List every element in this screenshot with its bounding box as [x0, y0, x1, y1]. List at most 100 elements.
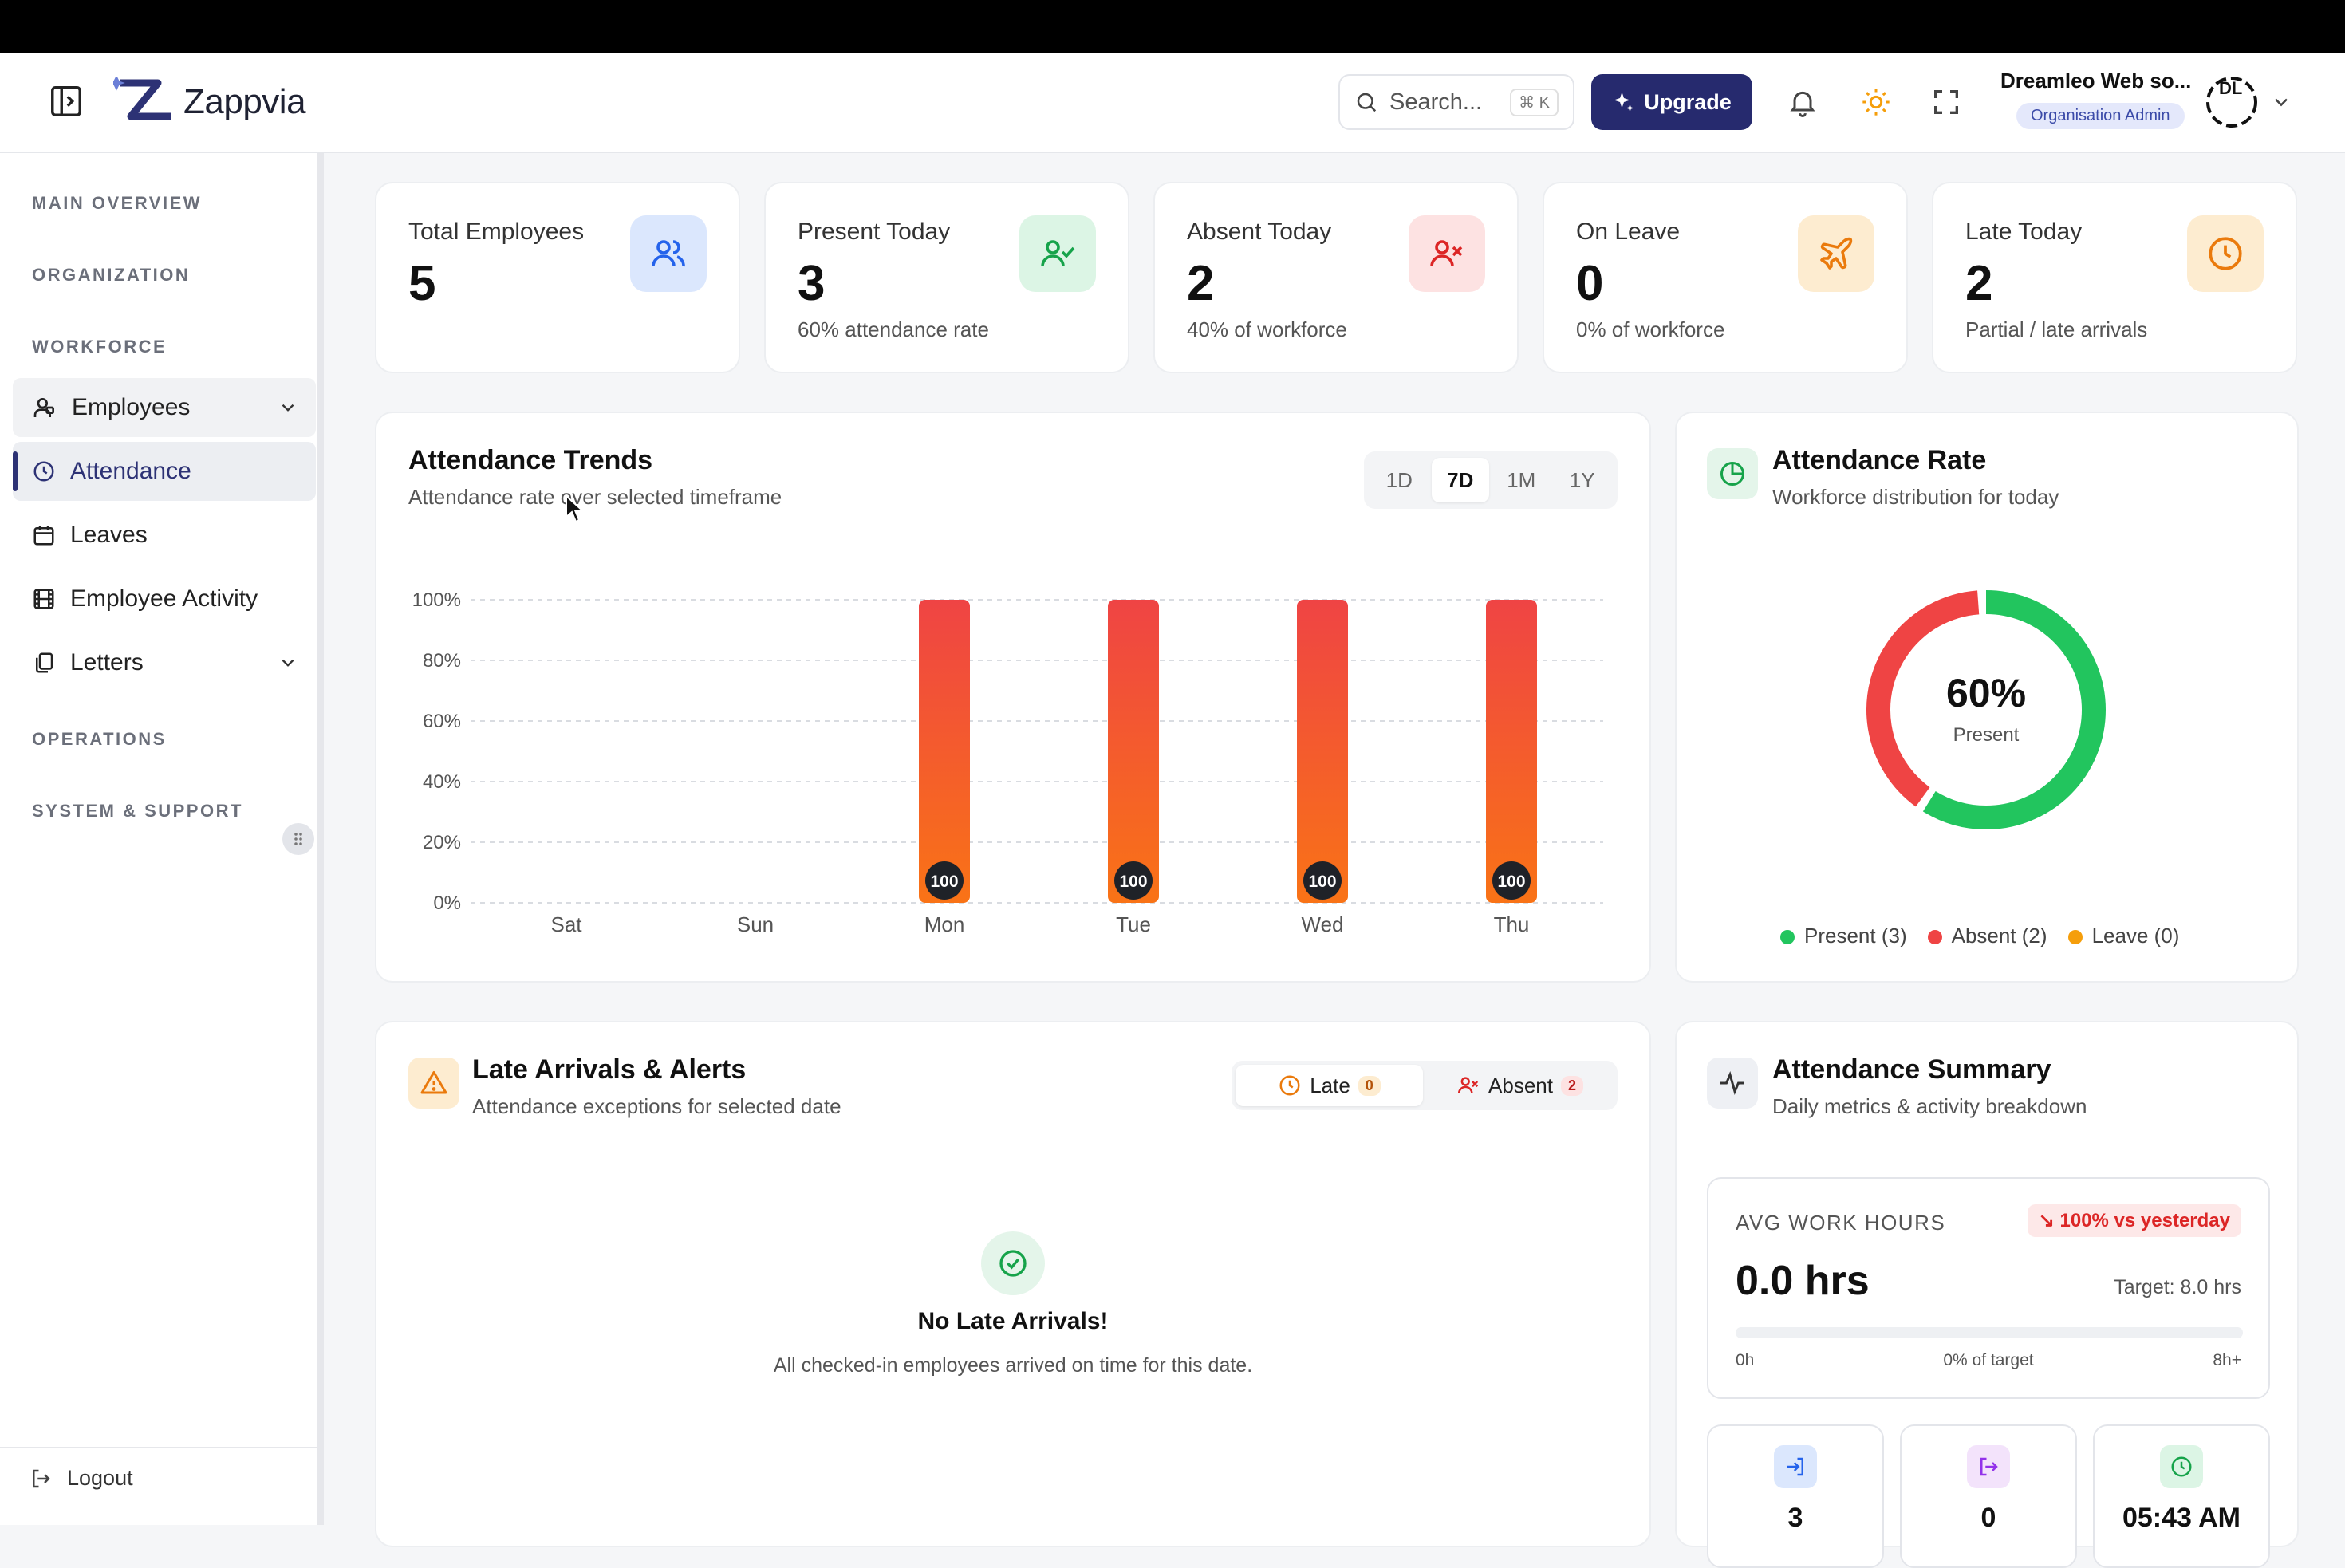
section-main-overview[interactable]: MAIN OVERVIEW [32, 193, 203, 213]
metric-checked-out: 0 [1900, 1424, 2077, 1568]
sidebar-item-attendance[interactable]: Attendance [13, 442, 316, 501]
bar-wed[interactable] [1297, 600, 1348, 903]
work-hours-progress [1736, 1327, 2243, 1338]
check-out-icon [1967, 1445, 2010, 1488]
bar-thu[interactable] [1486, 600, 1537, 903]
donut-center-value: 60% [1945, 671, 2027, 715]
metric-first-check-in: 05:43 AM [2093, 1424, 2270, 1568]
user-x-icon [1409, 215, 1485, 292]
sidebar-item-employees[interactable]: Employees [13, 378, 316, 437]
stat-sub: Partial / late arrivals [1965, 317, 2148, 341]
sidebar-item-leaves[interactable]: Leaves [13, 506, 316, 565]
user-role-badge: Organisation Admin [2016, 103, 2185, 129]
trends-title: Attendance Trends [408, 445, 653, 475]
stat-value: 3 [798, 256, 826, 311]
data-label-badge [925, 861, 964, 900]
theme-sun-icon[interactable] [1860, 86, 1892, 118]
y-tick-label: 0% [433, 892, 461, 914]
documents-icon [36, 652, 53, 673]
notification-bell-icon[interactable] [1787, 86, 1819, 118]
section-operations[interactable]: OPERATIONS [32, 729, 167, 749]
sidebar-item-employee-activity[interactable]: Employee Activity [13, 569, 316, 628]
legend-present: Present (3) [1780, 924, 1907, 948]
target-hours: Target: 8.0 hrs [2114, 1276, 2241, 1298]
avatar-initials: DL [2219, 78, 2243, 98]
stat-label: Late Today [1965, 219, 2083, 245]
avatar[interactable]: DL [2203, 73, 2260, 131]
data-label: 100 [1308, 873, 1336, 891]
empty-state-title: No Late Arrivals! [917, 1308, 1109, 1334]
stat-label: Present Today [798, 219, 951, 245]
logout-button[interactable]: Logout [29, 1466, 133, 1491]
timeframe-1m[interactable]: 1M [1507, 467, 1536, 492]
x-tick-label: Sat [550, 912, 582, 936]
donut-segment-absent [1866, 589, 2106, 829]
progress-end-label: 8h+ [2213, 1351, 2241, 1369]
tab-late-count: 0 [1358, 1075, 1381, 1096]
stat-value: 0 [1576, 256, 1604, 311]
sidebar: MAIN OVERVIEW ORGANIZATION WORKFORCE Emp… [0, 153, 324, 1525]
stat-value: 2 [1187, 256, 1215, 311]
user-name[interactable]: Dreamleo Web so... [2000, 69, 2192, 93]
bar-tue[interactable] [1108, 600, 1159, 903]
check-circle-icon [981, 1231, 1045, 1295]
attendance-donut-chart [1866, 589, 2106, 829]
section-workforce[interactable]: WORKFORCE [32, 337, 168, 357]
upgrade-button[interactable]: Upgrade [1591, 74, 1752, 130]
logout-label: Logout [67, 1466, 133, 1490]
fullscreen-icon[interactable] [1930, 86, 1962, 118]
drag-handle-icon[interactable] [282, 823, 314, 855]
tab-late-label: Late [1310, 1073, 1350, 1097]
logout-icon [33, 1469, 50, 1487]
tab-absent[interactable]: Absent 2 [1426, 1065, 1614, 1106]
user-menu-chevron-down-icon[interactable] [2270, 91, 2292, 113]
metric-value: 3 [1787, 1503, 1803, 1533]
rate-legend: Present (3) Absent (2) Leave (0) [1780, 924, 2179, 948]
sidebar-item-label: Employee Activity [70, 585, 258, 612]
legend-leave: Leave (0) [2067, 924, 2179, 948]
sidebar-item-letters[interactable]: Letters [13, 633, 316, 692]
data-label: 100 [930, 873, 958, 891]
tab-absent-count: 2 [1560, 1075, 1583, 1096]
y-tick-label: 20% [423, 832, 461, 853]
data-label-badge [1114, 861, 1153, 900]
timeframe-7d[interactable]: 7D [1431, 458, 1489, 502]
trend-badge: ↘ 100% vs yesterday [2027, 1204, 2241, 1237]
pie-chart-icon [1707, 448, 1758, 499]
search-box[interactable]: Search... ⌘ K [1338, 74, 1574, 130]
metric-value: 0 [1980, 1503, 1996, 1533]
stat-sub: 40% of workforce [1187, 317, 1347, 341]
x-tick-label: Wed [1302, 912, 1344, 936]
stat-card-on-leave: On Leave 0 0% of workforce [1543, 182, 1908, 373]
rate-title: Attendance Rate [1772, 445, 1987, 475]
sidebar-toggle-icon[interactable] [48, 83, 85, 120]
chevron-down-icon [282, 404, 294, 412]
logo[interactable]: Zappvia [113, 77, 306, 128]
y-tick-label: 80% [423, 650, 461, 672]
timeframe-selector: 1D 7D 1M 1Y [1364, 451, 1618, 509]
timeframe-1d[interactable]: 1D [1385, 467, 1413, 492]
user-x-icon [1457, 1077, 1479, 1094]
clock-icon [1279, 1075, 1300, 1096]
metric-checked-in: 3 [1707, 1424, 1884, 1568]
data-label: 100 [1497, 873, 1525, 891]
tab-late[interactable]: Late 0 [1236, 1065, 1423, 1106]
section-system-support[interactable]: SYSTEM & SUPPORT [32, 801, 243, 821]
y-tick-label: 40% [423, 771, 461, 793]
upgrade-label: Upgrade [1644, 89, 1732, 114]
window-top-bar [0, 0, 2345, 53]
late-absent-toggle: Late 0 Absent 2 [1232, 1061, 1618, 1110]
sidebar-item-label: Letters [70, 649, 144, 676]
stat-sub: 60% attendance rate [798, 317, 989, 341]
stat-value: 2 [1965, 256, 1993, 311]
section-organization[interactable]: ORGANIZATION [32, 265, 191, 285]
clock-icon [34, 461, 54, 482]
bar-mon[interactable] [919, 600, 970, 903]
stat-value: 5 [408, 256, 436, 311]
metric-value: 05:43 AM [2122, 1503, 2241, 1533]
x-tick-label: Tue [1116, 912, 1151, 936]
clock-icon [2187, 215, 2264, 292]
timeframe-1y[interactable]: 1Y [1569, 467, 1595, 492]
late-subtitle: Attendance exceptions for selected date [472, 1094, 841, 1118]
stat-label: On Leave [1576, 219, 1681, 245]
